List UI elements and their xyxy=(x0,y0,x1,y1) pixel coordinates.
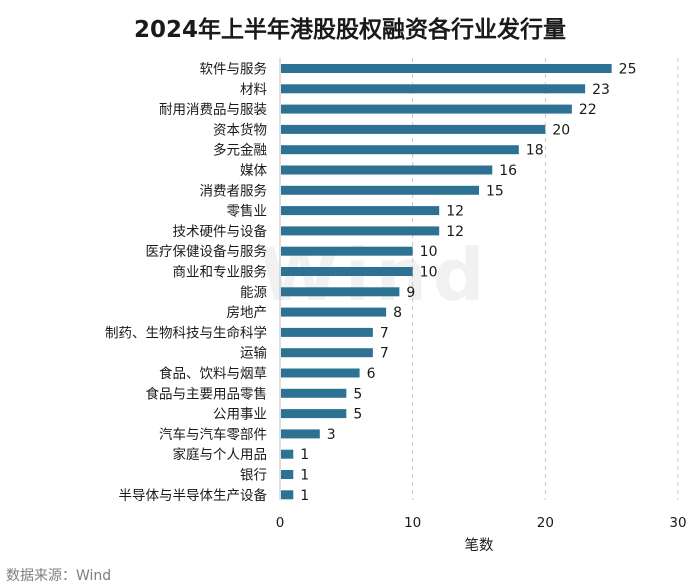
bar xyxy=(281,84,586,94)
value-label: 1 xyxy=(300,447,309,463)
value-label: 3 xyxy=(327,427,336,443)
bar xyxy=(281,327,373,337)
category-label: 汽车与汽车零部件 xyxy=(159,426,267,443)
bar xyxy=(281,185,479,195)
category-labels: 软件与服务材料耐用消费品与服装资本货物多元金融媒体消费者服务零售业技术硬件与设备… xyxy=(105,62,267,504)
category-label: 资本货物 xyxy=(213,121,267,138)
category-label: 技术硬件与设备 xyxy=(173,223,268,240)
value-label: 15 xyxy=(486,183,504,199)
value-label: 18 xyxy=(526,143,544,159)
bar xyxy=(281,246,413,256)
value-label: 22 xyxy=(579,102,597,118)
category-label: 医疗保健设备与服务 xyxy=(146,243,268,260)
value-label: 8 xyxy=(393,305,402,321)
value-label: 20 xyxy=(552,122,570,138)
bar xyxy=(281,124,546,134)
bar xyxy=(281,429,320,439)
category-label: 零售业 xyxy=(227,204,268,220)
bar xyxy=(281,226,440,236)
bar xyxy=(281,267,413,276)
value-label: 25 xyxy=(619,62,637,78)
value-label: 1 xyxy=(300,468,309,484)
bar xyxy=(281,409,347,419)
category-label: 制药、生物科技与生命科学 xyxy=(105,324,267,341)
value-label: 1 xyxy=(300,488,309,504)
bars-group xyxy=(281,64,612,500)
category-label: 半导体与半导体生产设备 xyxy=(119,487,268,504)
value-label: 12 xyxy=(446,224,464,240)
value-label: 9 xyxy=(406,285,415,301)
value-label: 10 xyxy=(420,265,438,281)
category-label: 能源 xyxy=(240,285,267,301)
chart-title: 2024年上半年港股股权融资各行业发行量 xyxy=(134,16,566,43)
category-label: 软件与服务 xyxy=(200,62,268,78)
x-tick-label: 0 xyxy=(276,515,285,531)
bar xyxy=(281,388,347,398)
value-label: 5 xyxy=(353,407,362,423)
value-label: 6 xyxy=(367,366,376,382)
source-note: 数据来源：Wind xyxy=(6,568,111,584)
category-label: 运输 xyxy=(240,346,267,362)
x-axis-title: 笔数 xyxy=(465,537,494,554)
value-label: 23 xyxy=(592,82,610,98)
bar xyxy=(281,287,400,297)
bar xyxy=(281,145,519,155)
category-label: 多元金融 xyxy=(213,142,267,159)
category-label: 食品、饮料与烟草 xyxy=(159,365,267,382)
bar xyxy=(281,348,373,358)
category-label: 食品与主要用品零售 xyxy=(146,385,268,402)
x-tick-label: 20 xyxy=(537,515,554,531)
bar xyxy=(281,64,612,73)
category-label: 房地产 xyxy=(227,305,268,321)
category-label: 商业和专业服务 xyxy=(173,265,268,281)
value-label: 5 xyxy=(353,386,362,402)
bar xyxy=(281,449,294,459)
x-tick-label: 10 xyxy=(404,515,421,531)
value-label: 7 xyxy=(380,325,389,341)
x-tick-label: 30 xyxy=(669,515,686,531)
category-label: 公用事业 xyxy=(213,407,267,423)
value-label: 10 xyxy=(420,244,438,260)
bar xyxy=(281,307,387,317)
value-label: 7 xyxy=(380,346,389,362)
bar xyxy=(281,165,493,175)
value-label: 16 xyxy=(499,163,517,179)
bar xyxy=(281,470,294,479)
bar xyxy=(281,206,440,216)
category-label: 媒体 xyxy=(240,163,267,179)
x-axis-ticks: 0 10 20 30 xyxy=(276,515,687,531)
bar xyxy=(281,490,294,500)
category-label: 耐用消费品与服装 xyxy=(159,102,267,118)
bar xyxy=(281,368,360,378)
category-label: 银行 xyxy=(240,468,267,484)
category-label: 材料 xyxy=(240,82,267,98)
bar xyxy=(281,104,572,114)
value-label: 12 xyxy=(446,204,464,220)
category-label: 家庭与个人用品 xyxy=(173,446,268,463)
category-label: 消费者服务 xyxy=(200,183,268,199)
